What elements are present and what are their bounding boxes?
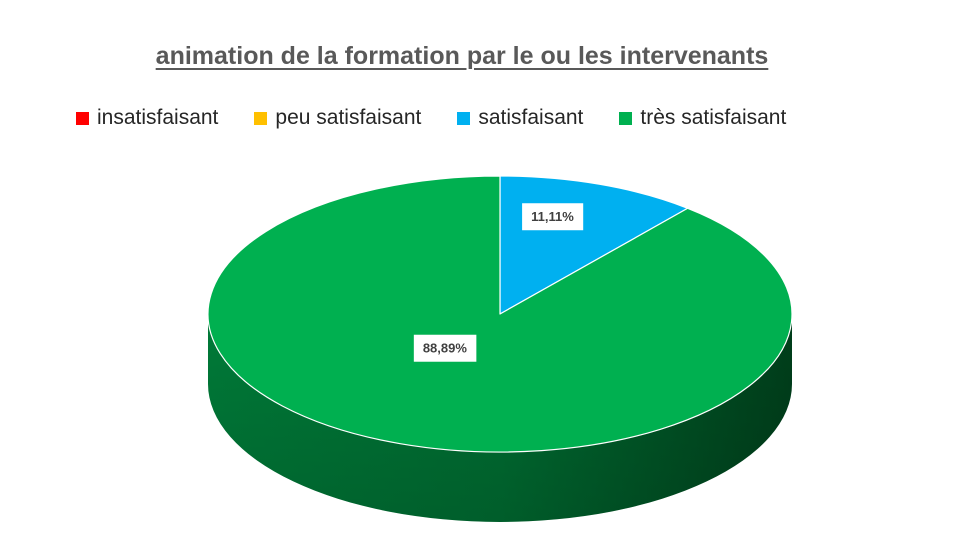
data-label-box: [413, 334, 477, 362]
legend-item-insatisfaisant: insatisfaisant: [76, 106, 218, 130]
data-label-tres-satisfaisant: 88,89%: [413, 334, 477, 362]
legend-item-peu-satisfaisant: peu satisfaisant: [254, 106, 421, 130]
pie-side: [208, 314, 792, 522]
legend-label-tres-satisfaisant: très satisfaisant: [640, 106, 787, 129]
data-label-satisfaisant: 11,11%: [522, 203, 584, 231]
pie-side-shade: [208, 314, 792, 522]
legend-item-satisfaisant: satisfaisant: [457, 106, 583, 130]
pie-labels: 11,11% 88,89%: [413, 203, 584, 362]
legend-label-satisfaisant: satisfaisant: [478, 106, 584, 129]
pie-slice-tres-satisfaisant: [207, 175, 793, 453]
legend-label-insatisfaisant: insatisfaisant: [97, 106, 219, 129]
legend-item-tres-satisfaisant: très satisfaisant: [619, 106, 786, 130]
legend: insatisfaisant peu satisfaisant satisfai…: [76, 104, 786, 132]
data-label-text: 88,89%: [423, 341, 468, 356]
legend-label-peu-satisfaisant: peu satisfaisant: [275, 106, 422, 129]
data-label-box: [522, 203, 584, 231]
legend-swatch-insatisfaisant: [76, 111, 89, 125]
legend-swatch-tres-satisfaisant: [619, 111, 633, 125]
legend-swatch-satisfaisant: [457, 111, 471, 125]
chart-title: animation de la formation par le ou les …: [155, 42, 769, 70]
legend-swatch-peu-satisfaisant: [254, 111, 268, 125]
data-label-text: 11,11%: [531, 209, 574, 224]
pie-top: [207, 175, 793, 453]
